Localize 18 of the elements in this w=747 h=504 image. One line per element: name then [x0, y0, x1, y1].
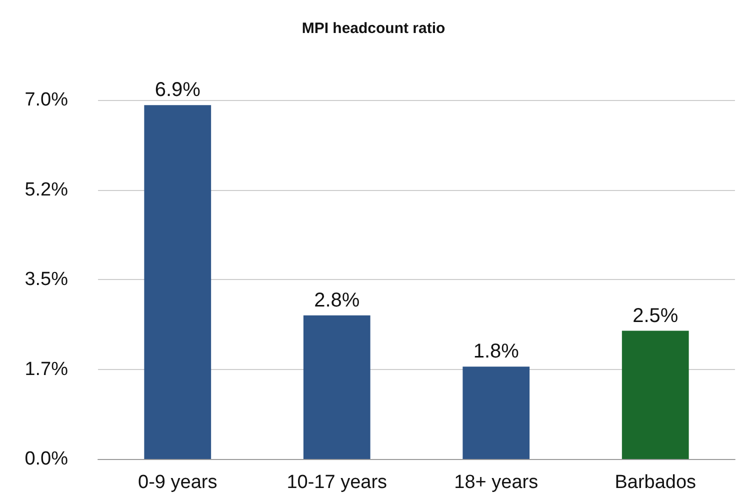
x-tick-label: 0-9 years [138, 472, 218, 493]
bar [622, 330, 689, 459]
y-tick-label: 5.2% [24, 179, 68, 200]
x-tick-label: 10-17 years [286, 472, 388, 493]
chart-title: MPI headcount ratio [302, 20, 446, 37]
y-tick-label: 3.5% [24, 269, 68, 290]
bar [303, 315, 370, 459]
data-label: 2.8% [314, 289, 360, 312]
data-label: 1.8% [473, 340, 520, 363]
x-tick-label: 18+ years [454, 472, 538, 493]
y-tick-label: 0.0% [24, 448, 68, 470]
data-label: 2.5% [632, 304, 678, 327]
bar [462, 366, 530, 459]
y-tick-label: 7.0% [24, 90, 68, 110]
data-label: 6.9% [154, 79, 201, 102]
y-tick-label: 1.7% [24, 358, 68, 380]
bar [144, 105, 212, 459]
x-tick-label: Barbados [614, 472, 696, 493]
